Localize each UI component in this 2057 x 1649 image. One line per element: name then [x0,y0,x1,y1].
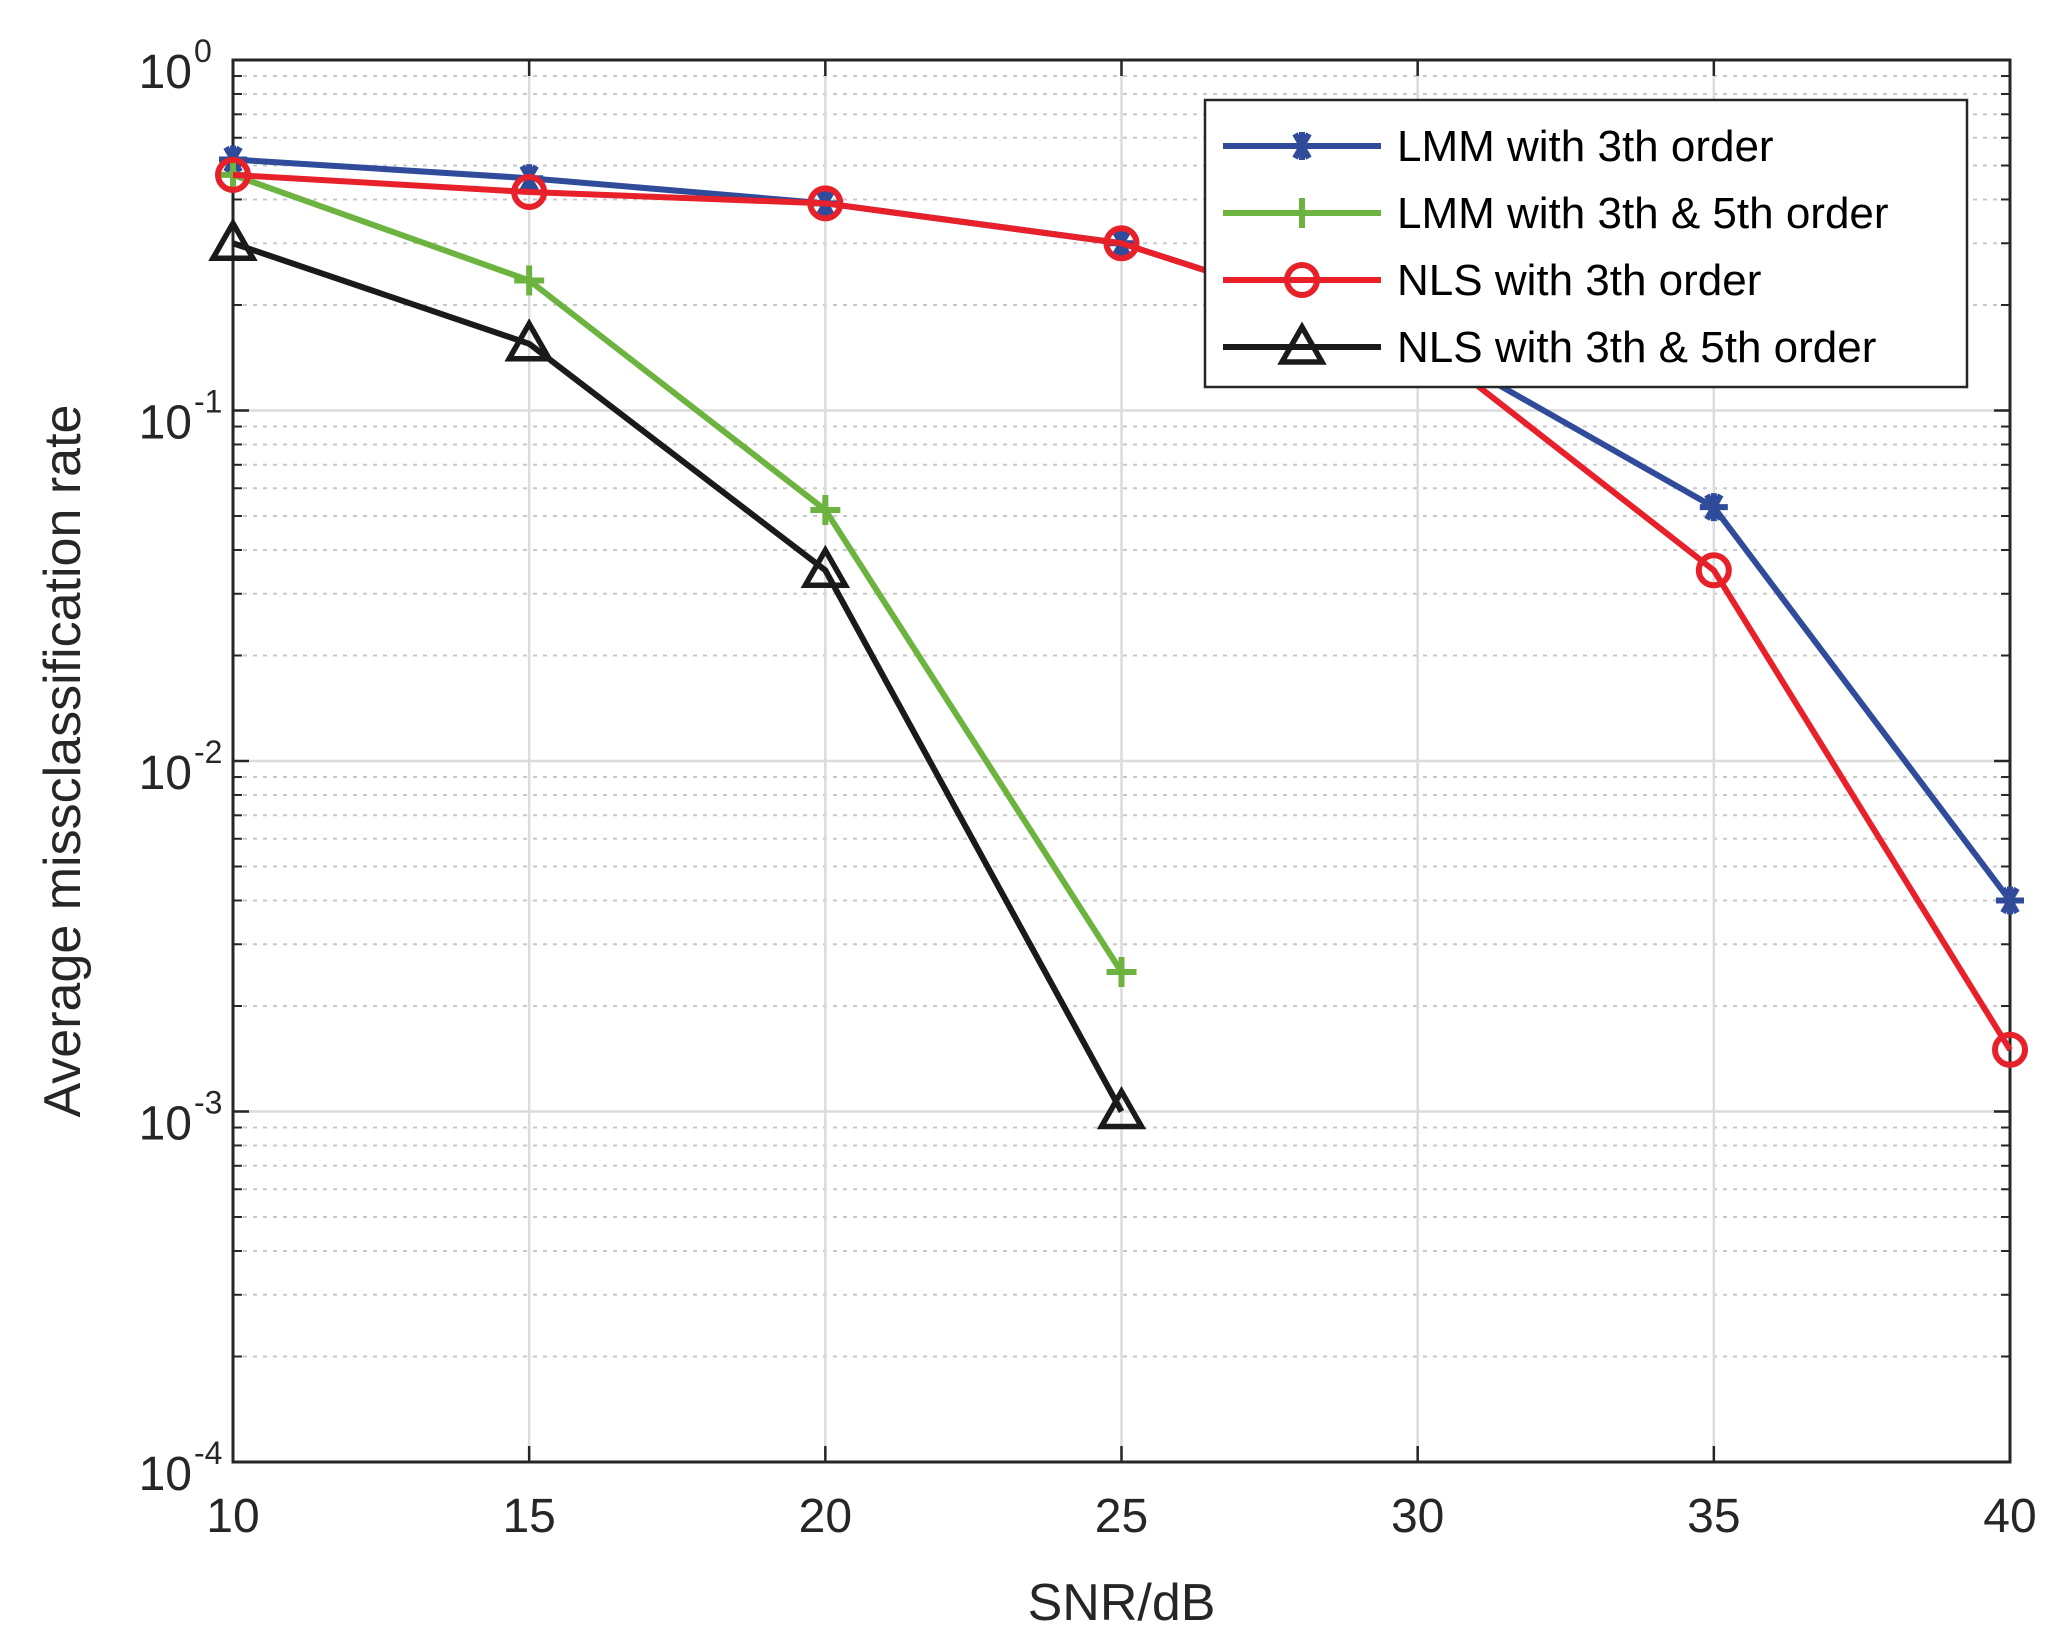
legend-item: NLS with 3th order [1223,256,1761,305]
legend-marker [1288,132,1316,160]
y-tick-base: 10 [139,747,192,800]
y-tick-label: 10 0 [139,33,212,99]
y-tick-label: 10 -4 [139,1435,223,1501]
data-point [215,156,251,193]
series-line [232,171,2013,1052]
x-axis-title: SNR/dB [1028,1574,1216,1632]
y-tick-label: 10 -3 [139,1085,223,1151]
y-tick-exponent: -2 [194,734,222,770]
y-tick-exponent: -3 [194,1085,222,1121]
y-axis-title: Average missclassification rate [34,405,92,1118]
data-point [1996,886,2024,915]
data-point [1096,1085,1147,1130]
legend-label: NLS with 3th & 5th order [1397,323,1876,372]
data-point [1106,957,1137,988]
series [208,145,2028,1130]
data-point [810,495,841,526]
y-tick-base: 10 [139,46,192,99]
x-tick-label: 30 [1391,1490,1444,1543]
series-line [232,240,1125,1113]
x-tick-label: 15 [502,1490,555,1543]
x-tick-label: 20 [799,1490,852,1543]
legend-item: LMM with 3th & 5th order [1223,189,1889,238]
legend: LMM with 3th order LMM with 3th & 5th ord… [1203,98,1969,389]
series-4 [208,217,1147,1130]
y-tick-base: 10 [139,1448,192,1501]
data-point [1695,552,1732,589]
data-point [1699,493,1728,522]
legend-label: NLS with 3th order [1397,256,1761,305]
x-tick-label: 40 [1983,1490,2036,1543]
x-tick-label: 35 [1687,1490,1740,1543]
series-3 [215,156,2028,1068]
legend-marker [1284,262,1320,298]
y-tick-label: 10 -2 [139,734,223,800]
series-line [231,172,1125,974]
data-point [1992,1031,2028,1068]
legend-marker [1287,198,1317,228]
y-tick-exponent: -1 [194,384,222,420]
data-point [504,318,554,362]
legend-marker [1277,321,1327,365]
legend-label: LMM with 3th order [1397,122,1774,171]
y-tick-exponent: 0 [194,33,212,69]
data-point [1103,225,1140,262]
legend-item: LMM with 3th order [1223,122,1774,171]
data-point [807,185,844,222]
y-tick-base: 10 [139,397,192,450]
y-tick-base: 10 [139,1098,192,1151]
data-point [514,265,545,296]
y-tick-exponent: -4 [194,1435,222,1471]
legend-label: LMM with 3th & 5th order [1397,189,1889,238]
x-tick-label: 25 [1095,1490,1148,1543]
data-point [800,544,851,589]
legend-item: NLS with 3th & 5th order [1223,321,1876,372]
data-point [511,174,548,211]
y-tick-label: 10 -1 [139,384,223,450]
data-point [208,217,258,262]
x-tick-label: 10 [206,1490,259,1543]
